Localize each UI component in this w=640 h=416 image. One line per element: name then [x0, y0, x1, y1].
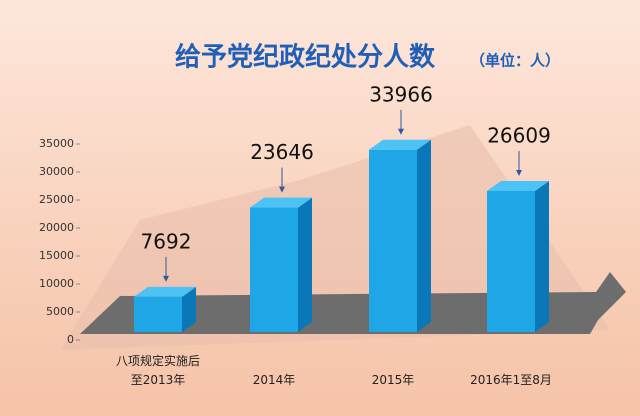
y-tick-label: 10000: [39, 277, 74, 290]
bar-top: [250, 197, 312, 208]
y-tick-label: 35000: [39, 137, 74, 150]
x-tick-label: 八项规定实施后至2013年: [115, 354, 200, 387]
bar-top: [134, 286, 196, 297]
bar: [369, 149, 417, 332]
x-tick-label: 2015年: [371, 373, 415, 387]
y-tick-label: 20000: [39, 221, 74, 234]
value-arrow-head: [163, 275, 169, 282]
value-label: 7692: [141, 229, 192, 253]
y-tick-label: 30000: [39, 165, 74, 178]
y-tick-label: 5000: [46, 305, 74, 318]
value-arrow-head: [279, 186, 285, 193]
bar-top: [487, 180, 549, 191]
bar: [250, 207, 298, 332]
bar-top: [369, 139, 431, 150]
bar-side: [298, 197, 312, 332]
x-tick-label: 2016年1至8月: [470, 373, 552, 387]
bar-side: [417, 139, 431, 332]
value-label: 23646: [250, 140, 314, 164]
y-tick-label: 15000: [39, 249, 74, 262]
value-arrow-head: [398, 128, 404, 135]
value-label: 33966: [369, 82, 433, 106]
bar-side: [182, 286, 196, 332]
value-label: 26609: [487, 123, 551, 147]
chart-subtitle: （单位：人）: [470, 52, 560, 70]
chart-title: 给予党纪政纪处分人数: [175, 42, 436, 73]
x-tick-label: 2014年: [252, 373, 296, 387]
bar: [487, 190, 535, 332]
y-tick-label: 25000: [39, 193, 74, 206]
bar: [134, 296, 182, 332]
y-tick-label: 0: [67, 333, 74, 346]
value-arrow-head: [516, 169, 522, 176]
bar-side: [535, 180, 549, 332]
